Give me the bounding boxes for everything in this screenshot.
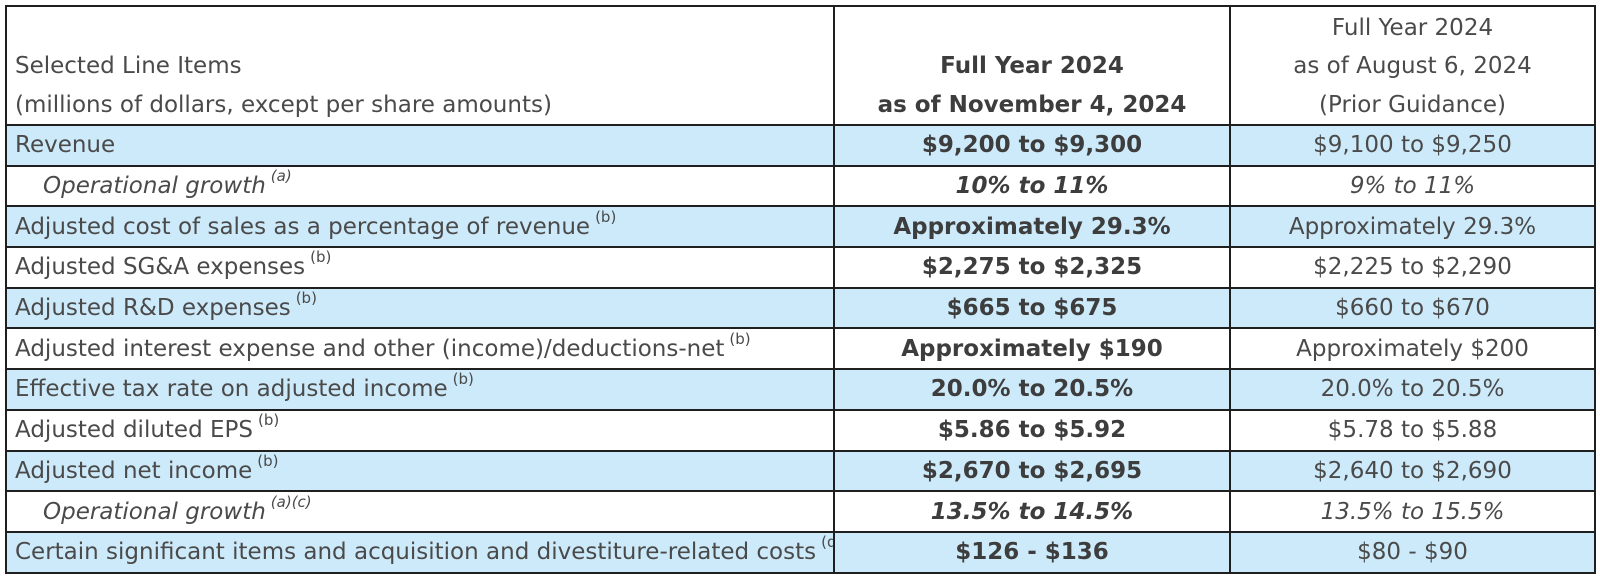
footnote-marker: (a)(c) xyxy=(270,492,312,511)
current-guidance-cell: Approximately 29.3% xyxy=(833,205,1231,249)
row-label: Operational growth (a) xyxy=(5,164,835,208)
row-label-text: Certain significant items and acquisitio… xyxy=(15,539,817,566)
row-label: Revenue xyxy=(5,124,835,167)
table-row: Adjusted cost of sales as a percentage o… xyxy=(5,205,1596,249)
table-row: Operational growth (a)(c) 13.5% to 14.5% … xyxy=(5,490,1596,533)
table-row: Adjusted R&D expenses (b) $665 to $675 $6… xyxy=(5,286,1596,330)
current-guidance-cell: Approximately $190 xyxy=(833,327,1231,371)
header-prior-guidance: Full Year 2024 as of August 6, 2024 (Pri… xyxy=(1229,5,1596,126)
row-label: Adjusted SG&A expenses (b) xyxy=(5,246,835,289)
table-row: Adjusted net income (b) $2,670 to $2,695 … xyxy=(5,449,1596,493)
table-row: Adjusted interest expense and other (inc… xyxy=(5,327,1596,371)
row-label-text: Revenue xyxy=(15,132,116,159)
table-row: Adjusted SG&A expenses (b) $2,275 to $2,3… xyxy=(5,246,1596,289)
row-label-text: Adjusted SG&A expenses xyxy=(15,254,306,281)
row-label-text: Adjusted net income xyxy=(15,457,253,484)
prior-guidance-cell: 13.5% to 15.5% xyxy=(1229,490,1596,533)
footnote-marker: (b) xyxy=(295,289,317,308)
current-guidance-cell: 10% to 11% xyxy=(833,164,1231,208)
row-label-text: Adjusted R&D expenses xyxy=(15,295,291,322)
prior-guidance-cell: $5.78 to $5.88 xyxy=(1229,408,1596,452)
footnote-marker: (d) xyxy=(821,533,832,552)
footnote-marker: (b) xyxy=(257,451,279,470)
row-label: Effective tax rate on adjusted income (b) xyxy=(5,368,835,411)
row-label-text: Adjusted cost of sales as a percentage o… xyxy=(15,213,591,240)
header-prior-date: as of August 6, 2024 xyxy=(1293,53,1532,79)
row-label: Adjusted net income (b) xyxy=(5,449,835,493)
prior-guidance-cell: 20.0% to 20.5% xyxy=(1229,368,1596,411)
header-units-note: (millions of dollars, except per share a… xyxy=(15,91,552,118)
current-guidance-cell: 13.5% to 14.5% xyxy=(833,490,1231,533)
current-guidance-cell: $665 to $675 xyxy=(833,286,1231,330)
prior-guidance-cell: Approximately 29.3% xyxy=(1229,205,1596,249)
table-row: Revenue $9,200 to $9,300 $9,100 to $9,25… xyxy=(5,124,1596,167)
prior-guidance-cell: Approximately $200 xyxy=(1229,327,1596,371)
prior-guidance-cell: $660 to $670 xyxy=(1229,286,1596,330)
footnote-marker: (b) xyxy=(452,370,474,389)
current-guidance-cell: $5.86 to $5.92 xyxy=(833,408,1231,452)
guidance-table: Selected Line Items (millions of dollars… xyxy=(5,5,1596,574)
prior-guidance-cell: $9,100 to $9,250 xyxy=(1229,124,1596,167)
header-current-period: Full Year 2024 xyxy=(940,53,1124,79)
row-label-text: Effective tax rate on adjusted income xyxy=(15,376,448,403)
row-label: Adjusted diluted EPS (b) xyxy=(5,408,835,452)
header-line-items: Selected Line Items (millions of dollars… xyxy=(5,5,835,126)
footnote-marker: (b) xyxy=(258,411,280,430)
footnote-marker: (b) xyxy=(729,329,751,348)
current-guidance-cell: $2,670 to $2,695 xyxy=(833,449,1231,493)
row-label: Adjusted R&D expenses (b) xyxy=(5,286,835,330)
table-row: Effective tax rate on adjusted income (b)… xyxy=(5,368,1596,411)
row-label: Certain significant items and acquisitio… xyxy=(5,530,835,574)
row-label-text: Adjusted diluted EPS xyxy=(15,417,253,444)
header-current-date: as of November 4, 2024 xyxy=(877,91,1187,118)
header-prior-note: (Prior Guidance) xyxy=(1319,91,1506,118)
table-row: Operational growth (a) 10% to 11% 9% to 1… xyxy=(5,164,1596,208)
footnote-marker: (b) xyxy=(595,207,617,226)
prior-guidance-cell: $2,225 to $2,290 xyxy=(1229,246,1596,289)
table-row: Adjusted diluted EPS (b) $5.86 to $5.92 $… xyxy=(5,408,1596,452)
current-guidance-cell: $126 - $136 xyxy=(833,530,1231,574)
current-guidance-cell: $2,275 to $2,325 xyxy=(833,246,1231,289)
footnote-marker: (b) xyxy=(310,248,332,267)
prior-guidance-cell: $80 - $90 xyxy=(1229,530,1596,574)
header-line-items-title: Selected Line Items xyxy=(15,53,242,79)
row-label: Adjusted interest expense and other (inc… xyxy=(5,327,835,371)
current-guidance-cell: $9,200 to $9,300 xyxy=(833,124,1231,167)
header-current-guidance: Full Year 2024 as of November 4, 2024 xyxy=(833,5,1231,126)
footnote-marker: (a) xyxy=(270,167,292,186)
prior-guidance-cell: 9% to 11% xyxy=(1229,164,1596,208)
table-row: Certain significant items and acquisitio… xyxy=(5,530,1596,574)
row-label-text: Adjusted interest expense and other (inc… xyxy=(15,335,725,362)
row-label: Adjusted cost of sales as a percentage o… xyxy=(5,205,835,249)
header-prior-period: Full Year 2024 xyxy=(1331,14,1494,41)
table-header-row: Selected Line Items (millions of dollars… xyxy=(5,5,1596,126)
guidance-table-container: Selected Line Items (millions of dollars… xyxy=(5,5,1596,574)
row-label-text: Operational growth xyxy=(43,173,266,200)
prior-guidance-cell: $2,640 to $2,690 xyxy=(1229,449,1596,493)
row-label-text: Operational growth xyxy=(43,498,266,525)
current-guidance-cell: 20.0% to 20.5% xyxy=(833,368,1231,411)
row-label: Operational growth (a)(c) xyxy=(5,490,835,533)
